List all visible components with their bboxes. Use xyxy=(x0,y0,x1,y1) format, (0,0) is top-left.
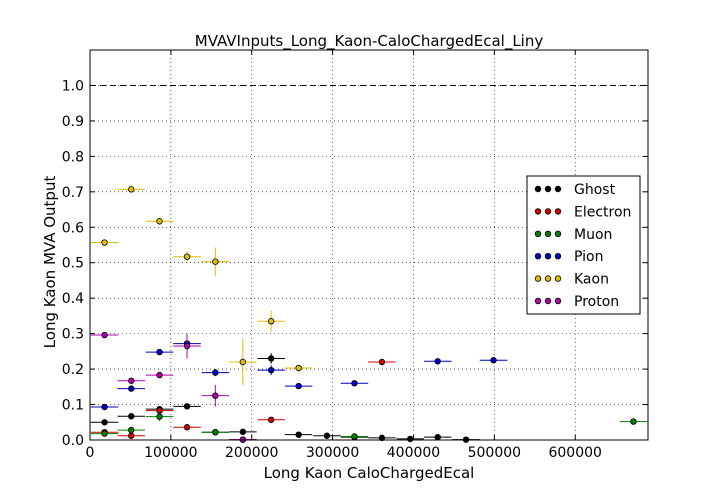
pion-point xyxy=(434,358,441,365)
legend-label-kaon: Kaon xyxy=(574,272,609,288)
legend-marker-proton xyxy=(554,297,562,305)
pion-point xyxy=(156,348,163,356)
ghost-point xyxy=(295,431,302,438)
series-proton xyxy=(90,331,257,443)
kaon-point xyxy=(295,364,302,372)
series-kaon xyxy=(90,186,313,386)
x-tick-label: 100000 xyxy=(144,445,197,461)
pion-point xyxy=(267,366,275,374)
kaon-point xyxy=(267,318,275,325)
electron-point xyxy=(128,432,135,439)
y-axis-label: Long Kaon MVA Output xyxy=(41,176,59,349)
ghost-point xyxy=(267,355,275,362)
y-tick-label: 0.6 xyxy=(62,220,84,236)
electron-point xyxy=(267,416,275,423)
muon-point xyxy=(630,418,637,425)
muon-point xyxy=(212,429,219,436)
electron-point xyxy=(183,424,191,431)
pion-point xyxy=(101,403,108,411)
legend-label-ghost: Ghost xyxy=(574,182,616,198)
series-muon xyxy=(90,412,648,440)
legend-marker-proton xyxy=(544,297,552,305)
legend-marker-electron xyxy=(554,208,562,215)
muon-point xyxy=(101,430,108,437)
ghost-point xyxy=(323,432,331,439)
y-tick-label: 0.8 xyxy=(62,149,84,165)
legend-marker-pion xyxy=(534,253,542,260)
muon-point xyxy=(351,433,358,440)
y-tick-label: 1.0 xyxy=(62,78,84,94)
data-layer xyxy=(90,186,648,443)
legend-marker-muon xyxy=(544,230,552,237)
legend-box xyxy=(526,175,641,315)
legend-marker-muon xyxy=(534,230,542,237)
legend-marker-kaon xyxy=(544,275,552,282)
electron-point xyxy=(378,358,386,366)
legend-marker-kaon xyxy=(554,275,562,282)
legend-marker-muon xyxy=(554,230,562,237)
kaon-point xyxy=(101,239,108,246)
pion-point xyxy=(351,380,358,387)
legend-marker-ghost xyxy=(544,185,552,193)
kaon-point xyxy=(239,358,247,366)
legend-label-pion: Pion xyxy=(574,249,603,265)
y-tick-label: 0.2 xyxy=(62,362,84,378)
x-tick-label: 600000 xyxy=(548,445,601,461)
kaon-point xyxy=(156,218,163,225)
y-tick-label: 0.4 xyxy=(62,291,84,307)
y-tick-label: 0.7 xyxy=(62,185,84,201)
ghost-point xyxy=(407,435,414,443)
y-tick-label: 0.9 xyxy=(62,114,84,130)
ghost-point xyxy=(434,433,441,441)
legend-marker-electron xyxy=(534,208,542,215)
legend-marker-electron xyxy=(544,208,552,215)
ghost-point xyxy=(183,403,191,410)
y-tick-label: 0.5 xyxy=(62,256,84,272)
ghost-point xyxy=(101,419,108,426)
muon-point xyxy=(128,426,135,434)
proton-point xyxy=(183,342,191,350)
legend-marker-ghost xyxy=(534,185,542,193)
axis-ticks: 0 100000 200000 300000 400000 500000 600000 0.0… xyxy=(62,50,648,461)
ghost-point xyxy=(128,413,135,420)
kaon-point xyxy=(212,258,219,265)
x-tick-label: 500000 xyxy=(468,445,521,461)
legend-marker-ghost xyxy=(554,185,562,193)
proton-point xyxy=(212,392,219,399)
proton-point xyxy=(128,377,135,384)
ghost-point xyxy=(378,434,386,442)
x-tick-label: 400000 xyxy=(387,445,440,461)
proton-point xyxy=(156,371,163,379)
x-axis-label: Long Kaon CaloChargedEcal xyxy=(264,464,475,482)
plot-frame xyxy=(89,49,649,441)
pion-point xyxy=(212,369,219,376)
legend-label-muon: Muon xyxy=(574,227,612,243)
legend-marker-kaon xyxy=(534,275,542,282)
y-tick-label: 0.3 xyxy=(62,327,84,343)
chart-title: MVAVInputs_Long_Kaon-CaloChargedEcal_Lin… xyxy=(195,32,544,51)
proton-point xyxy=(101,331,108,339)
kaon-point xyxy=(128,186,135,193)
kaon-point xyxy=(183,253,191,260)
y-tick-label: 0.0 xyxy=(62,433,84,449)
muon-point xyxy=(156,413,163,420)
legend-label-proton: Proton xyxy=(574,294,619,310)
pion-point xyxy=(295,382,302,390)
legend-marker-pion xyxy=(554,253,562,260)
ghost-point xyxy=(239,428,247,436)
pion-point xyxy=(128,385,135,392)
x-tick-label: 300000 xyxy=(306,445,359,461)
x-tick-label: 0 xyxy=(86,445,95,461)
pion-point xyxy=(490,357,497,364)
series-ghost xyxy=(90,353,480,443)
legend-label-electron: Electron xyxy=(574,204,631,220)
y-tick-label: 0.1 xyxy=(62,398,84,414)
legend: Ghost Electron Muon Pion Kaon Proton xyxy=(526,175,641,315)
x-tick-label: 200000 xyxy=(225,445,278,461)
legend-marker-proton xyxy=(534,297,542,305)
legend-marker-pion xyxy=(544,253,552,260)
